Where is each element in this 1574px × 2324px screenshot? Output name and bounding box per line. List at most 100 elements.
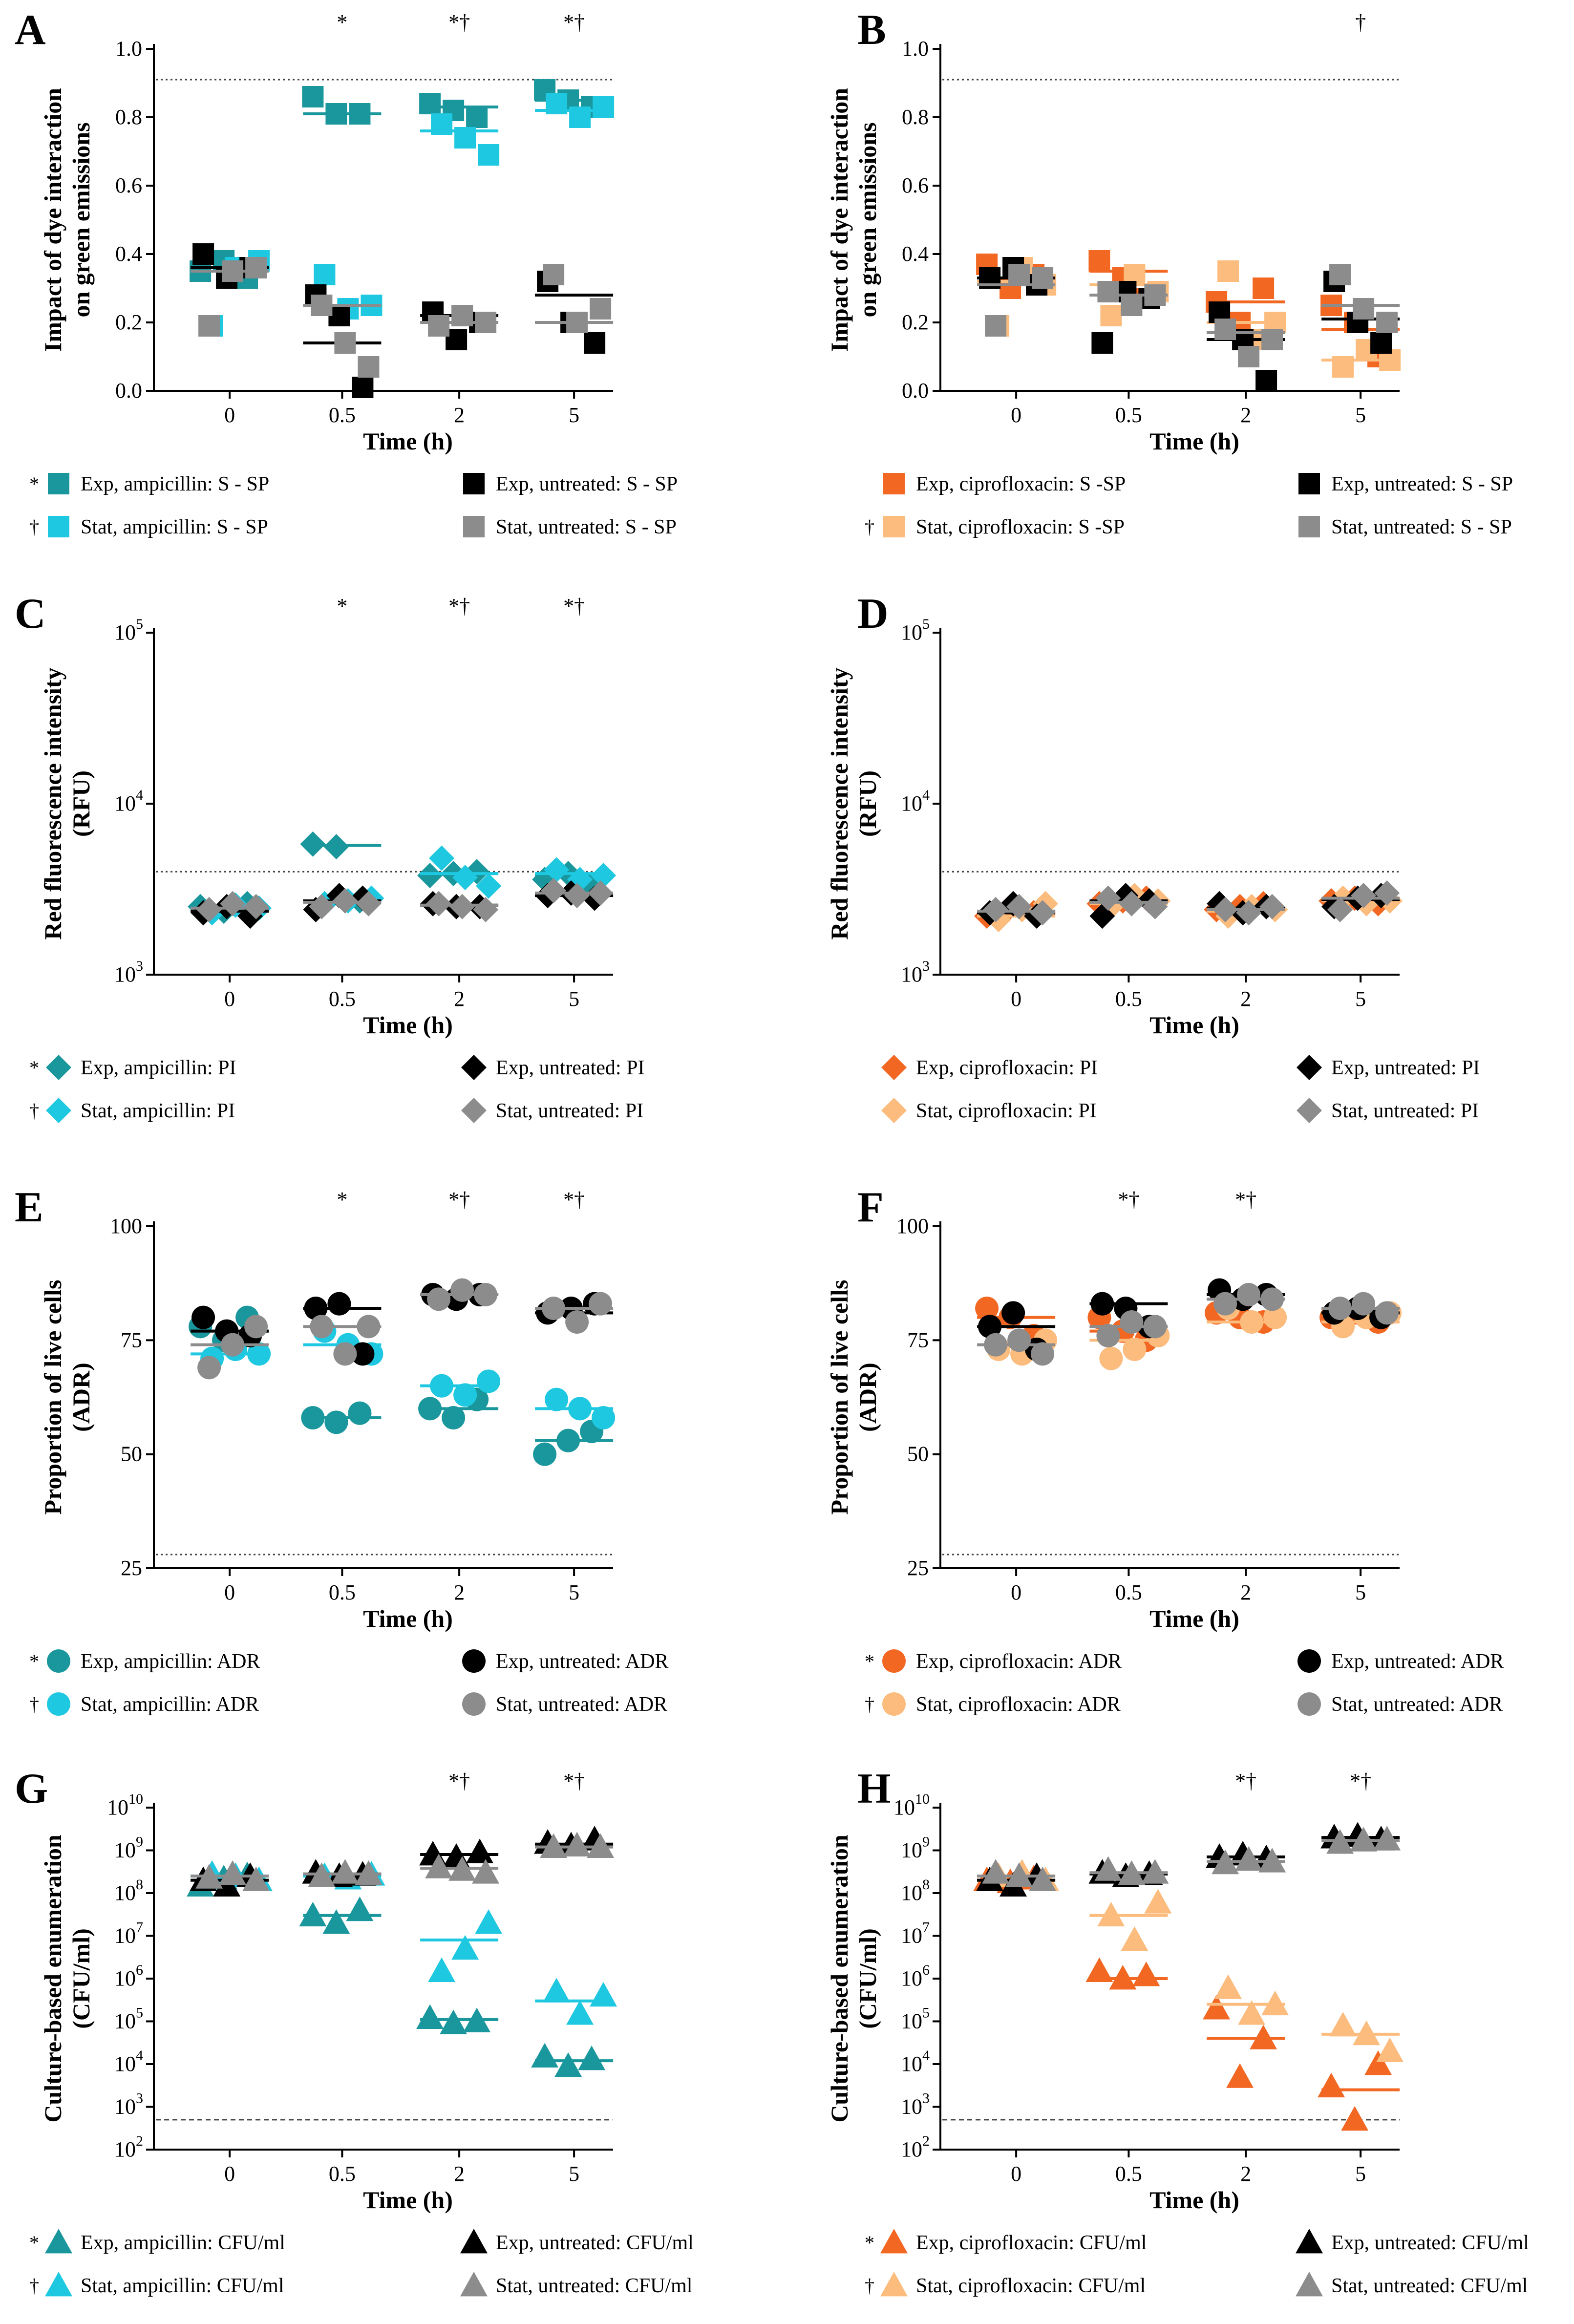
legend-item: Stat, untreated: S - SP: [1298, 516, 1512, 538]
y-tick-base: 10: [901, 620, 922, 644]
y-tick-label: 108: [114, 1876, 143, 1905]
legend-label: Stat, untreated: ADR: [496, 1693, 667, 1716]
y-tick-base: 10: [901, 791, 922, 815]
legend-label: Stat, untreated: S - SP: [496, 516, 677, 538]
y-tick-label: 25: [121, 1556, 142, 1580]
legend-label: Stat, ampicillin: ADR: [81, 1693, 259, 1716]
data-point: [1353, 298, 1375, 320]
legend-swatch: [463, 516, 485, 537]
y-tick-exponent: 6: [136, 1962, 143, 1978]
y-tick-label: 75: [121, 1328, 142, 1352]
legend-swatch: [881, 1055, 907, 1080]
y-tick-base: 10: [901, 1924, 922, 1948]
y-axis-title: Impact of dye interaction on green emissi…: [39, 88, 95, 352]
panel-letter: E: [15, 1184, 43, 1231]
x-tick-label: 0: [1011, 1580, 1021, 1604]
data-point: [1329, 264, 1351, 285]
legend-label: Exp, untreated: ADR: [1331, 1650, 1504, 1673]
data-point: [1235, 1846, 1263, 1871]
x-tick-label: 0.5: [1115, 987, 1142, 1011]
y-axis-title: Culture-based enumeration (CFU/ml): [39, 1834, 95, 2123]
legend-sig: *: [29, 1650, 39, 1672]
y-tick-label: 107: [901, 1919, 930, 1948]
y-tick-label: 1.0: [115, 37, 142, 61]
legend-swatch: [881, 1098, 907, 1123]
data-point: [1238, 2000, 1266, 2025]
y-tick-exponent: 5: [922, 616, 930, 632]
significance-marker: *†: [563, 1769, 585, 1793]
legend-swatch: [47, 1649, 70, 1673]
y-tick-label: 102: [901, 2133, 930, 2161]
y-tick-exponent: 10: [915, 1791, 930, 1807]
legend-label: Exp, ampicillin: S - SP: [81, 473, 269, 495]
panel-letter: D: [857, 590, 889, 638]
y-tick-base: 10: [114, 1881, 136, 1905]
y-tick-label: 0.2: [115, 310, 142, 334]
legend-label: Exp, ciprofloxacin: ADR: [916, 1650, 1122, 1673]
y-tick-base: 10: [114, 791, 136, 815]
legend-swatch: [462, 1692, 486, 1716]
data-point: [554, 2052, 582, 2077]
y-axis-title-line: (ADR): [854, 1363, 881, 1432]
y-tick-label: 103: [114, 958, 143, 986]
data-point: [1214, 319, 1236, 340]
legend-item: Stat, untreated: ADR: [1297, 1692, 1503, 1716]
y-tick-base: 10: [893, 1795, 915, 1819]
data-point: [1001, 1301, 1025, 1325]
data-point: [477, 1369, 501, 1393]
data-point: [1364, 2050, 1392, 2075]
data-point: [1203, 1995, 1231, 2020]
y-axis-title-line: (ADR): [67, 1363, 95, 1432]
data-point: [564, 883, 590, 909]
legend-label: Stat, untreated: PI: [1331, 1100, 1479, 1122]
series-unt_stat: [191, 878, 614, 922]
legend-item: Exp, untreated: ADR: [462, 1649, 668, 1673]
data-point: [334, 332, 356, 354]
significance-marker: *†: [448, 594, 470, 618]
legend-item: * Exp, ciprofloxacin: CFU/ml: [865, 2229, 1147, 2254]
x-tick-label: 0: [1011, 2162, 1021, 2186]
legend-swatch: [883, 516, 905, 537]
y-tick-exponent: 7: [136, 1919, 143, 1936]
data-point: [1214, 1974, 1242, 1999]
y-axis-title: Impact of dye interaction on green emissi…: [826, 88, 881, 352]
y-tick-label: 106: [901, 1962, 930, 1990]
data-point: [220, 891, 246, 917]
y-axis-title-line: Red fluorescence intensity: [39, 667, 66, 939]
data-point: [1120, 1310, 1144, 1334]
y-tick-label: 107: [114, 1919, 143, 1948]
data-point: [242, 1866, 270, 1892]
significance-marker: *†: [563, 594, 585, 618]
data-point: [1329, 2011, 1357, 2037]
legend-swatch: [1298, 473, 1320, 494]
data-point: [1097, 281, 1119, 302]
legend-label: Stat, untreated: PI: [496, 1100, 643, 1122]
y-tick-label: 106: [114, 1962, 143, 1990]
legend-label: Exp, ampicillin: CFU/ml: [81, 2232, 285, 2254]
y-tick-exponent: 7: [922, 1919, 930, 1936]
x-tick-label: 5: [569, 403, 579, 427]
data-point: [348, 1401, 372, 1425]
y-tick-label: 0.0: [115, 379, 142, 403]
data-point: [544, 857, 570, 883]
data-point: [1376, 312, 1398, 333]
data-point: [1259, 894, 1285, 919]
y-axis-title-line: Red fluorescence intensity: [826, 667, 853, 939]
data-point: [314, 264, 336, 285]
legend-swatch: [1297, 1649, 1321, 1673]
y-axis-title: Proportion of live cells (ADR): [39, 1280, 95, 1515]
data-point: [563, 1832, 591, 1856]
series-cip_exp: [973, 1865, 1400, 2131]
y-tick-exponent: 4: [922, 787, 930, 803]
y-tick-exponent: 2: [136, 2133, 143, 2149]
y-axis-title-line: (CFU/ml): [67, 1928, 95, 2029]
y-tick-base: 10: [114, 1966, 136, 1990]
x-tick-label: 5: [569, 1580, 579, 1604]
legend-swatch: [1296, 2229, 1323, 2254]
data-point: [1121, 1926, 1149, 1951]
y-tick-exponent: 3: [922, 2090, 930, 2107]
y-tick-base: 10: [901, 2095, 922, 2119]
